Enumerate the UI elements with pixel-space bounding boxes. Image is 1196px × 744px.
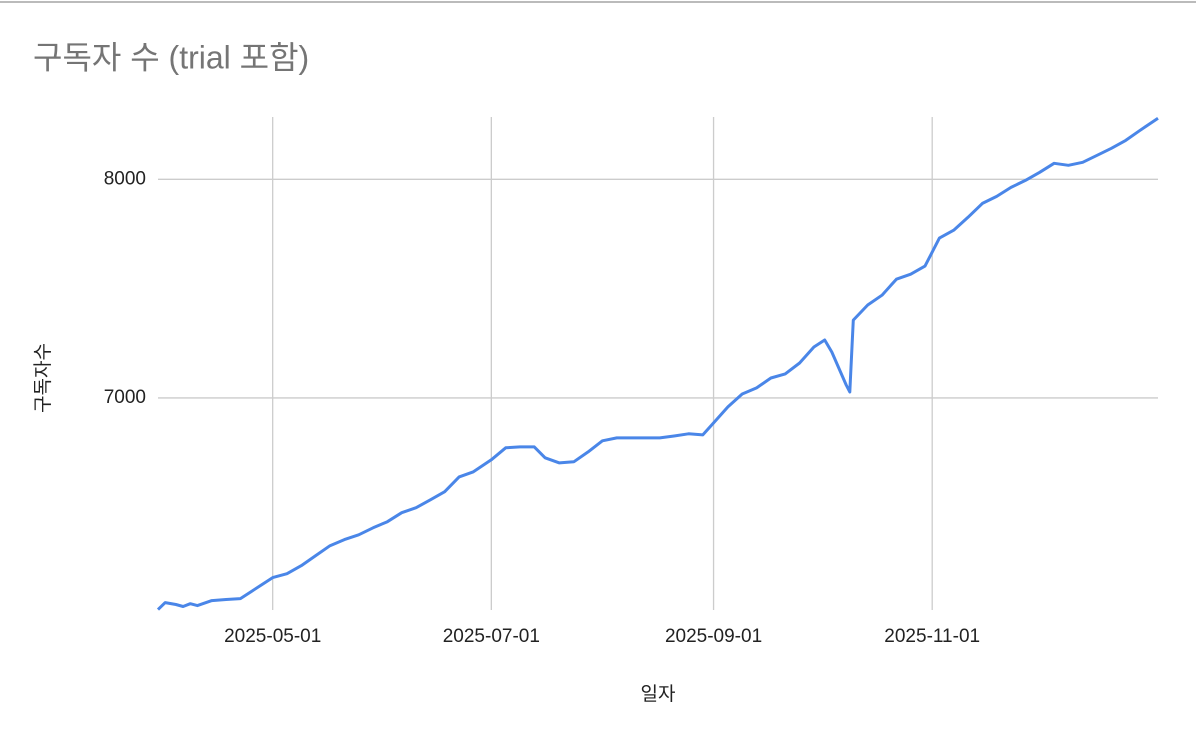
x-axis-label: 일자 xyxy=(641,683,676,705)
x-tick-label: 2025-09-01 xyxy=(665,626,762,647)
y-tick-label: 8000 xyxy=(104,168,146,189)
y-tick-label: 7000 xyxy=(104,387,146,408)
y-axis-label: 구독자수 xyxy=(32,343,54,413)
x-tick-label: 2025-05-01 xyxy=(224,626,321,647)
data-line xyxy=(156,117,1159,611)
x-tick-label: 2025-07-01 xyxy=(443,626,540,647)
x-tick-label: 2025-11-01 xyxy=(884,626,980,647)
chart-title: 구독자 수 (trial 포함) xyxy=(33,39,309,75)
